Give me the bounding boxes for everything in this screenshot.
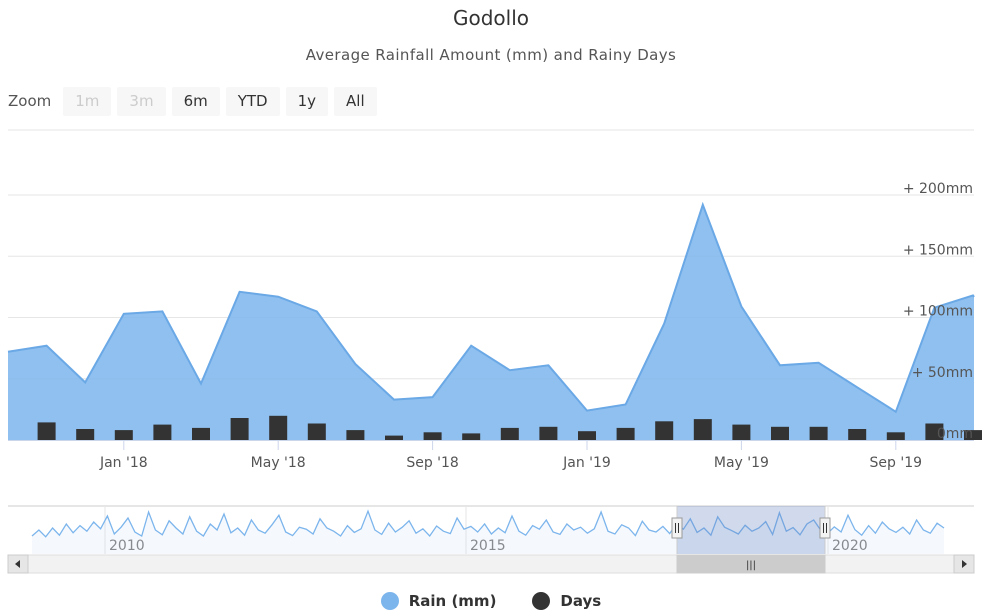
x-tick-label: May '19 — [714, 455, 769, 471]
days-bar — [578, 431, 596, 440]
navigator-line — [31, 509, 945, 538]
zoom-3m-button[interactable]: 3m — [117, 86, 166, 116]
days-bar — [346, 430, 365, 440]
days-series — [37, 415, 982, 440]
legend: Rain (mm) Days — [0, 592, 982, 610]
y-tick-label: 0mm — [937, 426, 973, 442]
y-tick-label: + 150mm — [903, 242, 973, 258]
days-bar — [925, 423, 944, 440]
days-bar — [385, 435, 403, 440]
days-bar — [964, 430, 982, 440]
days-bar — [500, 427, 519, 440]
zoom-ytd-button[interactable]: YTD — [225, 86, 280, 116]
chart-subtitle: Average Rainfall Amount (mm) and Rainy D… — [305, 46, 677, 64]
range-selector: Zoom 1m 3m 6m YTD 1y All — [8, 86, 377, 116]
zoom-1y-button[interactable]: 1y — [285, 86, 329, 116]
x-tick-label: Sep '18 — [406, 455, 459, 471]
legend-item-days[interactable]: Days — [532, 592, 601, 610]
days-bar — [153, 424, 172, 440]
days-bar — [616, 427, 635, 440]
legend-item-rain[interactable]: Rain (mm) — [380, 592, 497, 610]
chart-svg: 0mm + 50mm + 100mm + 150mm + 200mm Jan '18 Ma… — [7, 129, 982, 574]
days-bar — [423, 432, 442, 440]
legend-rain-swatch — [380, 592, 399, 610]
days-bar — [37, 422, 56, 440]
x-tick-label: Jan '18 — [99, 455, 148, 471]
days-bar — [848, 429, 867, 440]
zoom-label: Zoom — [8, 92, 52, 110]
days-bar — [732, 424, 751, 440]
legend-rain-label: Rain (mm) — [408, 592, 497, 610]
x-tick-label: May '18 — [251, 455, 306, 471]
days-bar — [771, 426, 789, 440]
legend-days-label: Days — [560, 592, 602, 610]
x-tick-label: Jan '19 — [562, 455, 611, 471]
days-bar — [230, 418, 249, 440]
scroll-right-icon — [962, 560, 967, 568]
zoom-6m-button[interactable]: 6m — [171, 86, 220, 116]
navigator-year-label: 2015 — [470, 538, 506, 554]
scrollbar-thumb[interactable] — [676, 554, 826, 574]
scrollbar-grip: ||| — [746, 560, 756, 571]
navigator-left-handle[interactable] — [671, 517, 683, 539]
days-bar — [114, 430, 133, 440]
legend-days-swatch — [532, 592, 551, 610]
days-bar — [76, 429, 95, 440]
handle-body — [819, 517, 831, 539]
days-bar — [539, 426, 558, 440]
days-bar — [693, 419, 712, 440]
days-bar — [886, 432, 905, 440]
days-bar — [269, 415, 288, 440]
y-axis: 0mm + 50mm + 100mm + 150mm + 200mm — [8, 181, 974, 442]
days-bar — [809, 426, 828, 440]
navigator-selection — [677, 506, 825, 554]
scroll-left-icon — [15, 560, 20, 568]
y-tick-label: + 100mm — [903, 304, 973, 320]
navigator[interactable]: 2010 2015 2020 ||| — [7, 505, 975, 574]
days-bar — [655, 421, 674, 440]
navigator-right-handle[interactable] — [819, 517, 831, 539]
x-axis: Jan '18 May '18 Sep '18 Jan '19 May '19 Sep '… — [99, 441, 922, 471]
rain-series — [7, 201, 975, 440]
handle-body — [671, 517, 683, 539]
zoom-all-button[interactable]: All — [334, 86, 377, 116]
chart-title: Godollo — [452, 6, 529, 30]
y-tick-label: + 50mm — [912, 365, 973, 381]
navigator-year-label: 2010 — [109, 538, 145, 554]
days-bar — [307, 423, 326, 440]
days-bar — [192, 427, 210, 440]
rain-area — [8, 204, 974, 440]
scrollbar-track — [7, 554, 975, 574]
y-tick-label: + 200mm — [903, 181, 973, 197]
zoom-1m-button[interactable]: 1m — [63, 86, 112, 116]
navigator-year-label: 2020 — [832, 538, 868, 554]
x-tick-label: Sep '19 — [870, 455, 923, 471]
days-bar — [462, 433, 481, 440]
